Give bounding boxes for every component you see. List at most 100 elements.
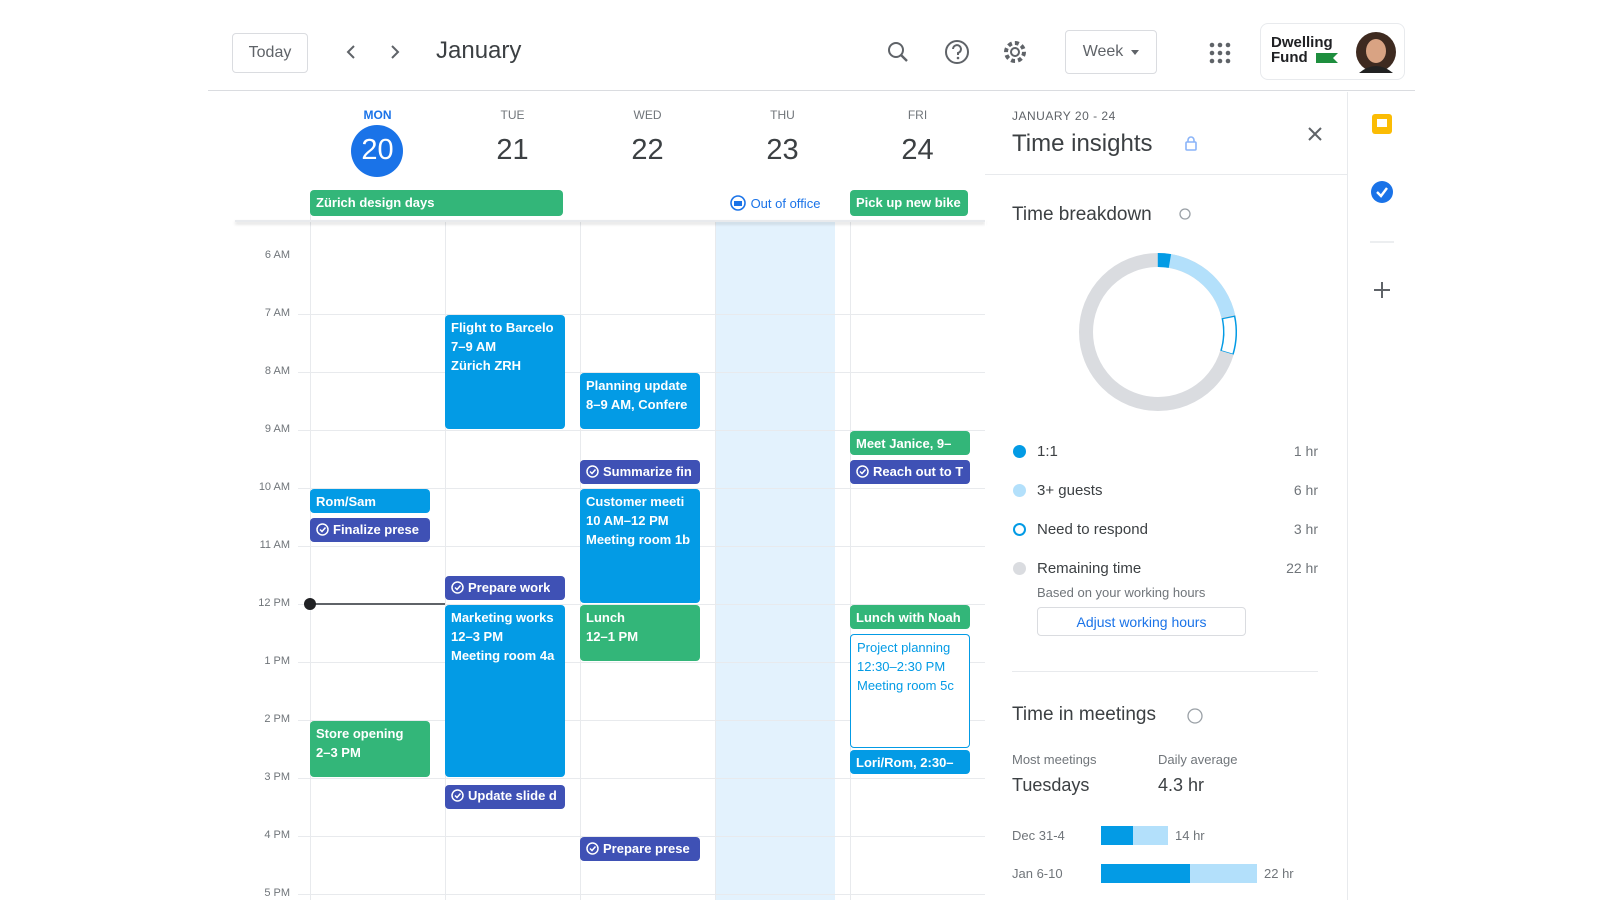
event[interactable]: Marketing works 12–3 PM Meeting room 4a xyxy=(445,605,565,777)
panel-title: Time insights xyxy=(1012,130,1153,157)
event[interactable]: Planning update 8–9 AM, Confere xyxy=(580,373,700,429)
legend-label: Remaining time xyxy=(1037,560,1142,577)
legend-dot xyxy=(1013,562,1026,575)
column-line xyxy=(310,205,311,900)
event[interactable]: Update slide d xyxy=(445,784,565,809)
week-value: 22 hr xyxy=(1264,866,1294,881)
breakdown-note: Based on your working hours xyxy=(1037,585,1206,600)
apps-icon[interactable] xyxy=(1209,42,1231,64)
event[interactable]: Rom/Sam xyxy=(310,489,430,514)
day-of-week: WED xyxy=(633,108,662,122)
event-title: Prepare prese xyxy=(603,840,690,856)
event-title: Store opening xyxy=(316,726,404,741)
help-icon[interactable] xyxy=(1187,708,1203,724)
week-value: 14 hr xyxy=(1175,828,1205,843)
account-box[interactable]: Dwelling Fund xyxy=(1260,23,1405,80)
task-icon xyxy=(316,522,329,536)
brand-line: Dwelling xyxy=(1271,34,1333,51)
event[interactable]: Prepare prese xyxy=(580,837,700,862)
hour-label: 11 AM xyxy=(259,539,290,551)
all-day-title: Pick up new bike xyxy=(856,195,961,210)
event[interactable]: Reach out to T xyxy=(850,460,970,485)
event-title: Update slide d xyxy=(468,788,557,804)
day-date[interactable]: 21 xyxy=(496,134,529,166)
stat-value: Tuesdays xyxy=(1012,775,1090,795)
event[interactable]: Lori/Rom, 2:30– xyxy=(850,750,970,775)
dropdown-caret xyxy=(1131,49,1140,55)
event-location: Meeting room 4a xyxy=(451,648,555,663)
hour-label: 8 AM xyxy=(264,365,290,377)
rail-divider xyxy=(1347,92,1348,900)
task-icon xyxy=(451,789,464,803)
hour-line xyxy=(298,836,985,837)
day-date[interactable]: 20 xyxy=(361,134,394,166)
close-button[interactable] xyxy=(1307,126,1323,142)
section-title: Time in meetings xyxy=(1012,704,1156,725)
hour-label: 3 PM xyxy=(264,771,290,783)
day-date[interactable]: 23 xyxy=(766,134,799,166)
event[interactable]: Meet Janice, 9– xyxy=(850,431,970,456)
day-date[interactable]: 22 xyxy=(631,134,664,166)
event[interactable]: Summarize fin xyxy=(580,460,700,485)
event[interactable]: Customer meeti 10 AM–12 PM Meeting room 1b xyxy=(580,489,700,603)
legend-value: 22 hr xyxy=(1286,560,1318,576)
week-grid: MON 20 TUE 21 WED 22 THU 23 FRI 24 Zürich design d… xyxy=(235,108,985,900)
section-title: Time breakdown xyxy=(1012,204,1152,225)
avatar[interactable] xyxy=(1355,31,1397,73)
info-icon[interactable] xyxy=(1179,208,1191,220)
now-line xyxy=(310,603,445,605)
all-day-event[interactable]: Out of office xyxy=(715,190,835,216)
event[interactable]: Finalize prese xyxy=(310,518,430,543)
hour-label: 9 AM xyxy=(264,423,290,435)
hour-line xyxy=(298,720,985,721)
today-button[interactable]: Today xyxy=(232,33,308,73)
hour-label: 5 PM xyxy=(264,887,290,899)
panel-divider xyxy=(985,174,1348,175)
nav-arrows[interactable] xyxy=(340,40,406,64)
day-date[interactable]: 24 xyxy=(901,134,934,166)
event-time: 10 AM–12 PM xyxy=(586,513,669,528)
stat-value: 4.3 hr xyxy=(1158,775,1205,795)
header-divider xyxy=(208,90,1415,91)
hour-label: 10 AM xyxy=(258,481,290,493)
week-label: Jan 6-10 xyxy=(1012,866,1063,881)
panel-edge xyxy=(985,92,986,900)
all-day-event[interactable]: Pick up new bike xyxy=(850,190,968,216)
hour-line xyxy=(298,778,985,779)
all-day-event[interactable]: Zürich design days xyxy=(310,190,563,216)
week-bar xyxy=(1101,864,1257,883)
event[interactable]: Lunch with Noah xyxy=(850,605,970,630)
adjust-hours-button[interactable]: Adjust working hours xyxy=(1037,607,1246,636)
out-of-office-band xyxy=(715,222,835,900)
task-icon xyxy=(856,464,869,478)
legend-value: 3 hr xyxy=(1293,521,1318,537)
toolbar-icons[interactable] xyxy=(885,38,1035,66)
week-bar-fill xyxy=(1101,826,1133,845)
hour-line xyxy=(298,430,985,431)
event[interactable]: Project planning 12:30–2:30 PM Meeting roo… xyxy=(850,634,970,748)
view-label: Week xyxy=(1082,43,1124,60)
legend-dot xyxy=(1013,523,1026,536)
hour-label: 7 AM xyxy=(264,307,290,319)
event-title: Lunch xyxy=(586,610,625,625)
event-title: Flight to Barcelo xyxy=(451,320,554,335)
brand-line: Fund xyxy=(1271,49,1308,66)
event[interactable]: Prepare work xyxy=(445,576,565,601)
hour-line xyxy=(298,372,985,373)
side-rail-icons[interactable] xyxy=(1370,114,1394,314)
all-day-title: Out of office xyxy=(750,195,821,211)
view-selector[interactable]: Week xyxy=(1065,30,1157,74)
event[interactable]: Lunch 12–1 PM xyxy=(580,605,700,661)
stat-label: Most meetings xyxy=(1012,752,1097,767)
day-of-week: TUE xyxy=(500,108,525,122)
event-time: 12:30–2:30 PM xyxy=(857,659,946,674)
event[interactable]: Flight to Barcelo 7–9 AM Zürich ZRH xyxy=(445,315,565,429)
legend-dot xyxy=(1013,445,1026,458)
ooo-icon xyxy=(729,195,746,211)
event-location: Meeting room 5c xyxy=(857,678,954,693)
event[interactable]: Store opening 2–3 PM xyxy=(310,721,430,777)
task-icon xyxy=(451,580,464,594)
event-time: 12–3 PM xyxy=(451,629,504,644)
